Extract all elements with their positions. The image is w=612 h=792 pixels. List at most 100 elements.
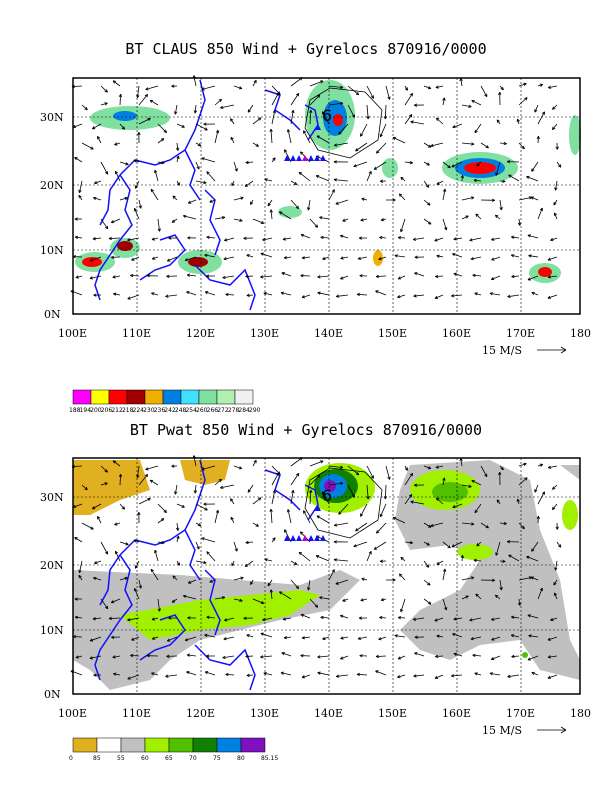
- wind-arrow: [356, 672, 368, 677]
- wind-arrow: [127, 294, 140, 300]
- wind-arrow: [74, 235, 83, 240]
- wind-arrow: [547, 275, 558, 279]
- colorbar-label: 70: [189, 755, 197, 762]
- wind-arrow: [271, 490, 276, 505]
- wind-arrow: [252, 459, 257, 467]
- wind-arrow: [195, 161, 200, 170]
- wind-arrow: [404, 472, 413, 486]
- wind-arrow: [340, 256, 349, 260]
- wind-arrow: [244, 560, 254, 567]
- wind-arrow: [284, 529, 292, 543]
- colorbar-label: 206: [101, 407, 113, 414]
- wind-arrow: [315, 175, 330, 182]
- wind-arrow: [508, 174, 520, 182]
- wind-arrow: [442, 568, 447, 581]
- wind-arrow: [233, 541, 238, 552]
- wind-arrow: [282, 237, 292, 241]
- wind-arrow: [430, 522, 444, 528]
- wind-arrow: [379, 615, 387, 620]
- x-tick-label: 150E: [378, 707, 407, 720]
- wind-arrow: [214, 98, 222, 106]
- wind-arrow: [201, 537, 216, 543]
- colorbar-swatch: [120, 737, 146, 753]
- wind-arrow: [511, 654, 520, 659]
- wind-arrow: [303, 130, 311, 144]
- colorbar-label: 266: [207, 407, 219, 414]
- wind-arrow: [470, 636, 482, 641]
- wind-arrow: [461, 522, 475, 526]
- wind-arrow: [442, 541, 451, 549]
- wind-arrow: [366, 171, 372, 182]
- colorbar-label: 80: [237, 755, 245, 762]
- wind-arrow: [423, 598, 432, 605]
- wind-arrow: [171, 464, 178, 468]
- wind-arrow: [290, 180, 298, 185]
- wind-arrow: [385, 465, 391, 480]
- wind-arrow: [474, 672, 482, 676]
- wind-arrow: [347, 104, 355, 118]
- wind-arrow: [333, 558, 349, 562]
- wind-arrow: [93, 196, 102, 201]
- wind-arrow: [214, 509, 220, 524]
- map-frame: [72, 457, 581, 695]
- wind-arrow: [400, 218, 406, 233]
- wind-arrow: [379, 235, 387, 240]
- wind-arrow: [461, 196, 475, 201]
- wind-arrow: [74, 217, 83, 221]
- wind-arrow: [383, 484, 388, 500]
- wind-arrow: [300, 654, 311, 658]
- wind-arrow: [262, 617, 273, 622]
- wind-arrow: [154, 169, 159, 182]
- wind-arrow: [263, 671, 273, 676]
- wind-arrow: [184, 636, 197, 642]
- wind-arrow: [527, 655, 539, 661]
- wind-arrow: [118, 93, 123, 106]
- colorbar-label: 260: [196, 407, 208, 414]
- wind-arrow: [451, 294, 463, 298]
- wind-arrow: [290, 579, 300, 589]
- x-tick-label: 120E: [186, 327, 215, 340]
- wind-arrow: [380, 218, 387, 222]
- wind-arrow: [176, 503, 185, 508]
- wind-arrow: [93, 293, 102, 297]
- wind-arrow: [552, 484, 558, 490]
- wind-arrow: [550, 237, 558, 242]
- wind-arrow: [157, 518, 165, 524]
- wind-arrow: [260, 655, 273, 659]
- wind-arrow: [182, 214, 197, 220]
- wind-arrow: [518, 522, 525, 530]
- wind-arrow: [491, 256, 501, 261]
- wind-arrow: [480, 142, 489, 149]
- wind-arrow: [531, 541, 539, 552]
- wind-arrow: [378, 256, 387, 261]
- x-tick-label: 140E: [314, 327, 343, 340]
- wind-arrow: [516, 118, 520, 125]
- wind-arrow: [385, 578, 396, 582]
- wind-arrow: [507, 674, 520, 678]
- wind-arrow: [511, 274, 520, 279]
- colorbar-label: 290: [249, 407, 261, 414]
- wind-arrow: [246, 634, 254, 638]
- wind-arrow: [243, 236, 254, 240]
- wind-arrow: [118, 473, 123, 486]
- wind-arrow: [260, 252, 273, 258]
- wind-arrow: [223, 256, 235, 261]
- wind-arrow: [133, 207, 140, 220]
- wind-arrow: [269, 589, 273, 600]
- wind-arrow: [452, 123, 463, 129]
- wind-arrow: [434, 294, 444, 299]
- wind-arrow: [119, 123, 125, 130]
- wind-arrow: [531, 671, 539, 676]
- wind-arrow: [383, 104, 388, 120]
- colorbar-swatch: [144, 737, 170, 753]
- x-tick-label: 160E: [442, 707, 471, 720]
- wind-arrow: [145, 85, 159, 91]
- wind-arrow: [260, 275, 273, 279]
- x-tick-label: 140E: [314, 707, 343, 720]
- wind-arrow: [203, 502, 216, 506]
- wind-arrow: [435, 654, 444, 659]
- wind-arrow: [537, 463, 544, 467]
- wind-arrow: [231, 560, 235, 567]
- wind-arrow: [138, 199, 142, 209]
- wind-arrow: [115, 170, 121, 182]
